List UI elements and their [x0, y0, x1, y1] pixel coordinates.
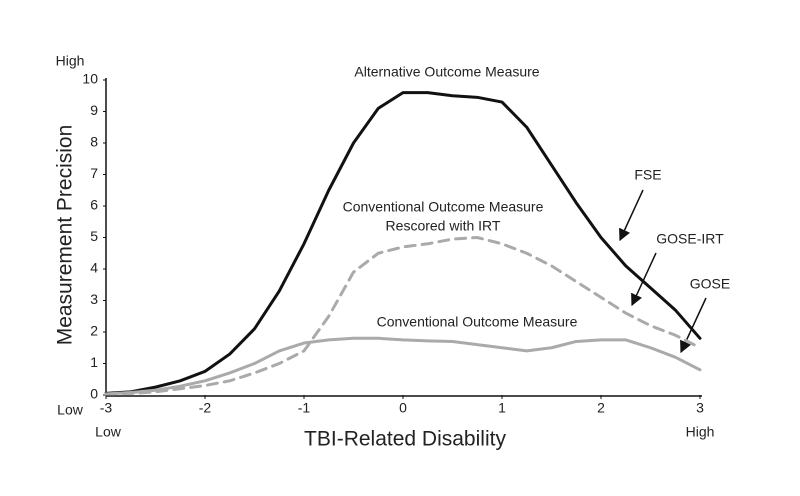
y-tick-label: 4: [90, 260, 98, 276]
x-tick-label: 2: [597, 400, 605, 416]
y-axis-title: Measurement Precision: [54, 125, 77, 346]
series-label: Rescored with IRT: [386, 218, 501, 234]
y-tick-label: 3: [90, 291, 98, 307]
series-label: Conventional Outcome Measure: [343, 199, 544, 215]
x-tick-label: -1: [298, 400, 311, 416]
y-tick-label: 1: [90, 354, 98, 370]
y-tick-label: 6: [90, 197, 98, 213]
series-line: [104, 236, 702, 396]
x-tick-label: -3: [100, 400, 113, 416]
y-tick-label: 9: [90, 102, 98, 118]
y-tick-label: 7: [90, 165, 98, 181]
y-tick-label: 2: [90, 323, 98, 339]
x-tick-label: 0: [399, 400, 407, 416]
y-tick-label: 5: [90, 228, 98, 244]
x-axis-low: Low: [95, 424, 122, 440]
y-tick-label: 8: [90, 134, 98, 150]
series-line: [104, 336, 702, 396]
y-tick-label: 0: [90, 386, 98, 402]
y-axis-high: High: [56, 53, 85, 69]
series-label: Conventional Outcome Measure: [377, 314, 578, 330]
x-tick-label: 3: [696, 400, 704, 416]
arrow: [619, 189, 644, 242]
series-line: [104, 91, 702, 395]
annotation: GOSE-IRT: [656, 231, 724, 247]
arrow: [631, 252, 657, 307]
y-tick-label: 10: [82, 71, 98, 87]
x-tick-label: 1: [498, 400, 506, 416]
series-label: Alternative Outcome Measure: [354, 64, 539, 80]
y-axis-low: Low: [57, 402, 84, 418]
annotation: FSE: [634, 167, 661, 183]
arrow: [680, 297, 707, 354]
x-axis-title: TBI-Related Disability: [304, 428, 506, 451]
x-tick-label: -2: [199, 400, 212, 416]
x-axis-high: High: [686, 424, 715, 440]
annotation: GOSE: [690, 276, 730, 292]
